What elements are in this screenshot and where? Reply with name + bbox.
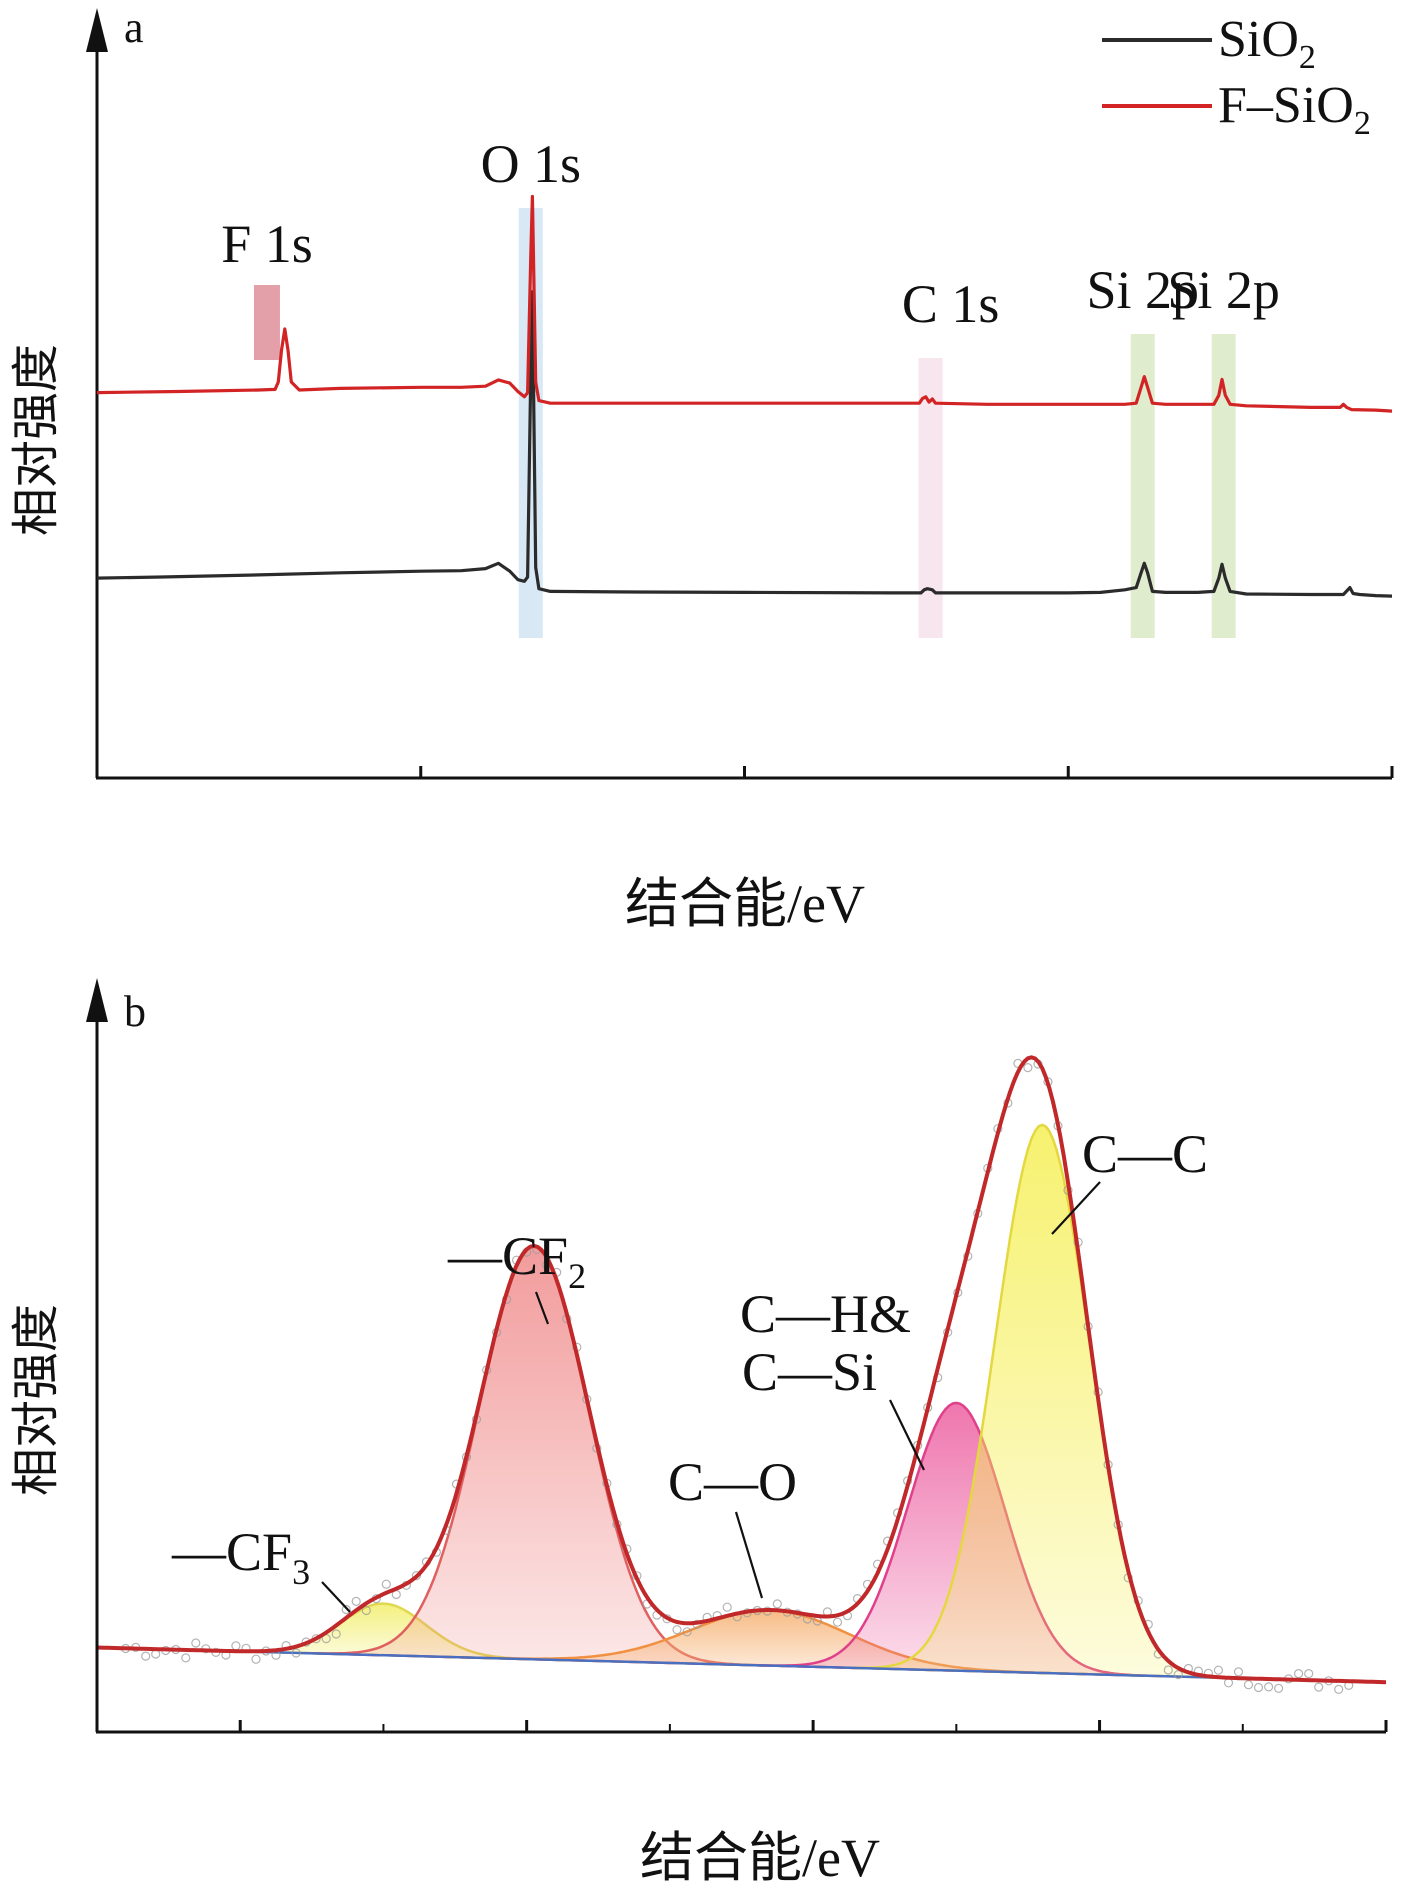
panel-a-x-ticks — [95, 766, 1394, 778]
leader-line-cf3 — [321, 1581, 351, 1613]
label-cf2: —CF2 — [447, 1226, 586, 1296]
data-point — [1223, 1678, 1234, 1688]
data-point — [291, 1648, 301, 1658]
data-point — [231, 1641, 241, 1651]
peak-label: C 1s — [902, 274, 1000, 334]
panel-b-y-axis-label: 相对强度 — [8, 1304, 64, 1496]
leader-line-c-o — [734, 1511, 764, 1599]
label-c-si: C—Si — [742, 1342, 877, 1402]
label-cf3: —CF3 — [171, 1522, 310, 1592]
series-line-sio2 — [96, 290, 1393, 598]
panel-a-x-axis-label: 结合能/eV — [625, 874, 865, 934]
panel-b-letter: b — [124, 987, 146, 1036]
data-point — [1023, 1062, 1033, 1073]
data-point — [772, 1599, 782, 1609]
data-point — [1273, 1683, 1284, 1694]
data-point — [1243, 1680, 1254, 1690]
data-point — [1293, 1668, 1304, 1679]
leader-line-cf2 — [534, 1291, 550, 1325]
data-point — [411, 1570, 421, 1581]
panel-b-component-labels: —CF3 —CF2 C—O C—H&C—Si C—C — [171, 1124, 1208, 1613]
data-point — [351, 1596, 361, 1607]
label-c-c: C—C — [1082, 1124, 1208, 1184]
data-point — [1314, 1682, 1324, 1692]
data-point — [341, 1604, 351, 1615]
panel-a-y-axis-arrow — [86, 8, 108, 52]
data-point — [1213, 1665, 1224, 1675]
data-point — [381, 1579, 391, 1589]
data-point — [141, 1651, 151, 1661]
panel-b-fit-components — [96, 1123, 1387, 1684]
data-point — [361, 1605, 371, 1616]
panel-b-y-axis-arrow — [86, 978, 108, 1022]
data-point — [251, 1654, 261, 1664]
leader-line-c-c — [1051, 1181, 1101, 1235]
peak-label: Si 2p — [1167, 260, 1280, 320]
label-c-h: C—H& — [740, 1284, 911, 1344]
data-point — [682, 1627, 692, 1637]
panel-a-series — [96, 194, 1393, 598]
data-point — [1173, 1669, 1183, 1680]
data-point — [1263, 1682, 1274, 1692]
data-point — [1233, 1667, 1244, 1677]
peak-label: Si 2p — [1086, 260, 1199, 320]
data-point — [832, 1617, 843, 1627]
legend-label: SiO2 — [1218, 11, 1316, 76]
panel-b: b —CF3 —CF2 C—O C—H&C—Si C—C 结合能/eV 相对强度 — [8, 978, 1388, 1888]
panel-b-x-ticks — [96, 1720, 1388, 1732]
series-line-f-sio2 — [96, 194, 1393, 413]
envelope-curve — [96, 1055, 1387, 1685]
panel-a-letter: a — [124, 3, 144, 52]
panel-b-x-axis-label: 结合能/eV — [640, 1828, 880, 1888]
data-point — [331, 1629, 341, 1639]
peak-highlight-band — [253, 285, 280, 360]
peak-label: O 1s — [481, 134, 582, 194]
panel-a-y-axis-label: 相对强度 — [8, 344, 64, 536]
data-point — [1304, 1668, 1314, 1679]
leader-line-c-h-c-si — [889, 1399, 925, 1471]
data-point — [722, 1602, 732, 1612]
data-point — [1253, 1682, 1264, 1693]
data-point — [672, 1625, 682, 1635]
data-point — [191, 1638, 201, 1648]
panel-b-envelope — [96, 1055, 1387, 1685]
baseline-line — [96, 1646, 1387, 1684]
data-point — [1163, 1665, 1173, 1675]
data-point — [1334, 1684, 1344, 1695]
legend-label: F–SiO2 — [1218, 77, 1371, 142]
data-point — [181, 1653, 191, 1663]
label-c-o: C—O — [668, 1452, 797, 1512]
peak-label: F 1s — [221, 214, 313, 274]
